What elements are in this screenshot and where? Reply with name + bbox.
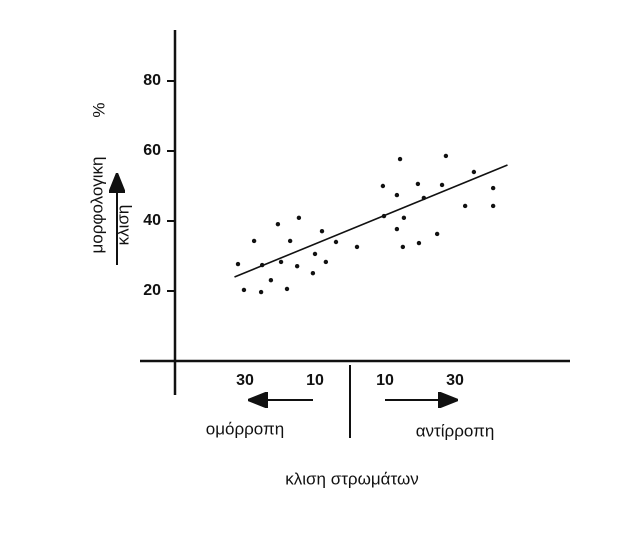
point xyxy=(397,156,403,162)
point xyxy=(251,238,257,244)
point xyxy=(312,251,318,257)
point xyxy=(235,261,241,267)
y-tick-label: 60 xyxy=(143,142,161,159)
x-tick-label: 30 xyxy=(236,372,254,389)
point xyxy=(443,153,449,159)
point xyxy=(462,203,468,209)
x-tick-label: 10 xyxy=(306,372,324,389)
point xyxy=(354,244,360,250)
y-tick-label: 40 xyxy=(143,212,161,229)
point xyxy=(415,181,421,187)
point xyxy=(287,238,293,244)
point xyxy=(258,289,264,295)
y-unit: % xyxy=(89,102,108,117)
trend-line xyxy=(234,164,508,278)
point xyxy=(490,185,496,191)
point xyxy=(416,240,422,246)
point xyxy=(394,226,400,232)
point xyxy=(380,183,386,189)
point xyxy=(471,169,477,175)
point xyxy=(400,244,406,250)
right-label: αντίρροπη xyxy=(416,421,495,440)
x-label: κλιση στρωμάτων xyxy=(285,469,418,488)
point xyxy=(278,259,284,265)
point xyxy=(434,231,440,237)
point xyxy=(294,263,300,269)
point xyxy=(310,270,316,276)
y-label: κλιση xyxy=(113,205,132,246)
point xyxy=(490,203,496,209)
y-tick-label: 20 xyxy=(143,282,161,299)
point xyxy=(439,182,445,188)
point xyxy=(275,221,281,227)
point xyxy=(319,228,325,234)
point xyxy=(333,239,339,245)
y-tick-label: 80 xyxy=(143,72,161,89)
point xyxy=(394,192,400,198)
x-tick-label: 30 xyxy=(446,372,464,389)
point xyxy=(296,215,302,221)
x-tick-label: 10 xyxy=(376,372,394,389)
point xyxy=(323,259,329,265)
point xyxy=(284,286,290,292)
point xyxy=(241,287,247,293)
point xyxy=(268,277,274,283)
left-label: ομόρροπη xyxy=(206,419,284,438)
point xyxy=(401,215,407,221)
y-label: μορφολογικη xyxy=(87,156,106,253)
